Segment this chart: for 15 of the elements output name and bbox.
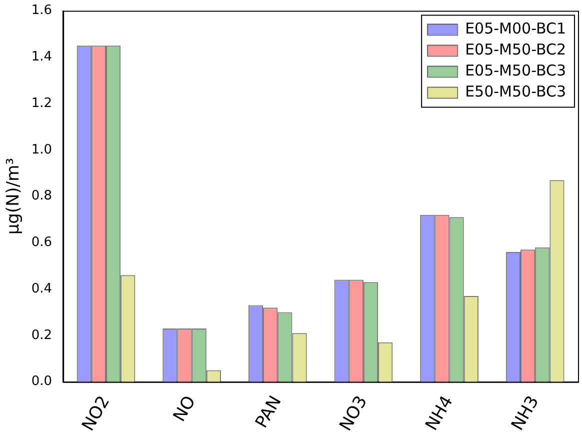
x-tick-label: NO xyxy=(170,392,200,426)
y-tick-label: 0.8 xyxy=(31,188,52,204)
y-tick-label: 0.4 xyxy=(31,281,52,296)
legend-label: E05-M00-BC1 xyxy=(465,20,566,38)
y-tick-label: 1.4 xyxy=(31,50,52,65)
legend-label: E05-M50-BC2 xyxy=(465,40,566,59)
y-tick-label: 1.0 xyxy=(31,142,52,158)
legend-label: E05-M50-BC3 xyxy=(465,62,566,80)
y-tick-label: 0.2 xyxy=(31,328,52,343)
y-axis-title: μg(N)/m³ xyxy=(4,158,24,235)
y-tick-label: 0.0 xyxy=(31,374,52,390)
legend-label: E50-M50-BC3 xyxy=(465,82,566,101)
y-tick-label: 1.2 xyxy=(31,96,52,111)
y-tick-label: 0.6 xyxy=(31,235,52,250)
y-tick-label: 1.6 xyxy=(31,3,52,18)
